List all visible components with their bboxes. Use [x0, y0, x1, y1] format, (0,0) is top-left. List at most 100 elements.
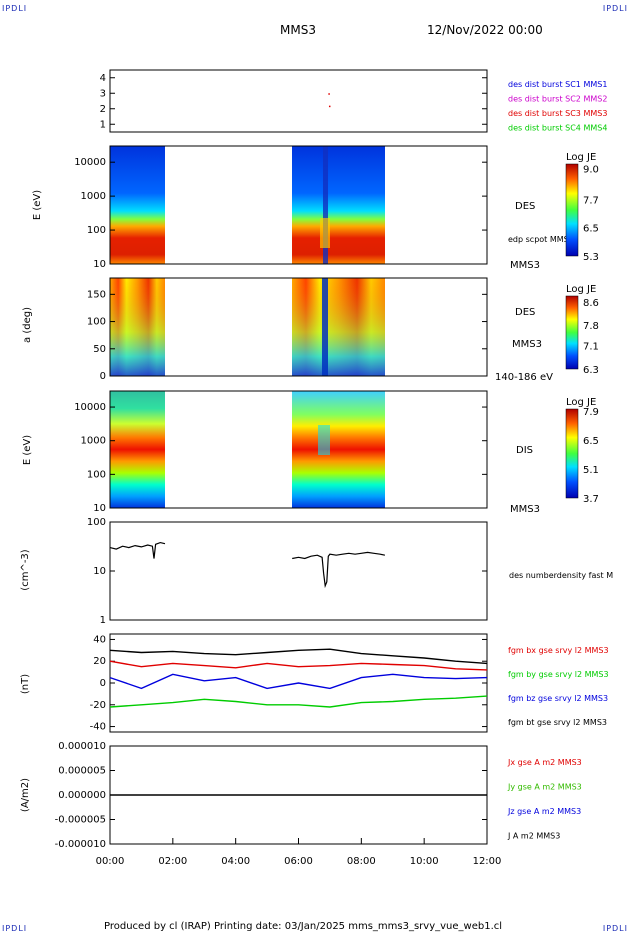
fgm-line-bz: [109, 673, 488, 690]
panel-dis-energy-frame: [109, 390, 488, 509]
dis-energy-colorbar-tick: 3.7: [583, 494, 599, 505]
des-pitch-label-des: DES: [515, 307, 535, 318]
fgm-legend-item: fgm bt gse srvy l2 MMS3: [508, 718, 607, 727]
density-tick-label: 1: [100, 615, 106, 626]
burst-tick-label: 1: [100, 119, 106, 130]
panel-density-frame: [109, 521, 488, 621]
des-pitch-dropout: [322, 278, 328, 376]
current-legend-item: J A m2 MMS3: [507, 832, 560, 841]
x-tick-label: 02:00: [158, 856, 187, 867]
density-tick-label: 10: [93, 566, 106, 577]
des-pitch-colorbar: [565, 295, 579, 370]
des-energy-label-des: DES: [515, 201, 535, 212]
corner-mark-bottom-right: IPDLI: [602, 924, 628, 933]
panel-des-pitch: 0 50 100 150 a (deg) DES MMS3 140-186 eV Lo…: [22, 277, 599, 383]
des-energy-colorbar-tick: 9.0: [583, 165, 599, 176]
current-legend-item: Jz gse A m2 MMS3: [507, 807, 581, 816]
des-pitch-label-energy: 140-186 eV: [495, 372, 553, 383]
corner-mark-top-right: IPDLI: [602, 4, 628, 13]
des-energy-colorbar-tick: 5.3: [583, 252, 599, 263]
dis-energy-colorbar-tick: 7.9: [583, 407, 599, 418]
des-pitch-colorbar-tick: 6.3: [583, 365, 599, 376]
des-energy-colorbar-tick: 6.5: [583, 224, 599, 235]
des-energy-tick-label: 100: [87, 225, 106, 236]
fgm-line-bt: [109, 648, 488, 665]
density-ylabel: (cm^-3): [20, 549, 31, 590]
dis-energy-colorbar-title: Log JE: [566, 397, 596, 408]
burst-point: [328, 93, 330, 95]
des-energy-colorbar-tick: 7.7: [583, 195, 599, 206]
dis-energy-y-axis: 10 100 1000 10000: [74, 402, 487, 514]
panel-des-energy: 10 100 1000 10000 E (eV) DES edp scpot MMS3…: [32, 145, 599, 271]
des-energy-colorbar: [565, 163, 579, 257]
fgm-y-axis: -40 -20 0 20 40: [90, 634, 487, 733]
des-pitch-tick-label: 0: [100, 371, 106, 382]
fgm-legend-item: fgm bz gse srvy l2 MMS3: [508, 694, 608, 703]
fgm-tick-label: 20: [93, 656, 106, 667]
current-tick-label: -0.000005: [55, 815, 106, 826]
des-pitch-colorbar-title: Log JE: [566, 284, 596, 295]
current-legend-item: Jx gse A m2 MMS3: [507, 758, 582, 767]
fgm-legend-item: fgm by gse srvy l2 MMS3: [508, 670, 609, 679]
dis-energy-tick-label: 10000: [74, 402, 106, 413]
current-tick-label: 0.000010: [58, 741, 106, 752]
des-pitch-colorbar-tick: 8.6: [583, 298, 599, 309]
density-line: [292, 551, 386, 589]
des-energy-dip: [320, 218, 330, 248]
dis-energy-colorbar-tick: 5.1: [583, 465, 599, 476]
corner-mark-bottom-left: IPDLI: [2, 924, 28, 933]
burst-legend-item: des dist burst SC3 MMS3: [508, 109, 607, 118]
current-ylabel: (A/m2): [20, 778, 31, 812]
des-energy-colorbar-ticks: 9.0 7.7 6.5 5.3: [583, 165, 599, 263]
burst-points: [328, 93, 331, 108]
x-tick-label: 10:00: [410, 856, 439, 867]
fgm-tick-label: 0: [100, 678, 106, 689]
x-tick-label: 08:00: [347, 856, 376, 867]
burst-y-axis: 1 2 3 4: [100, 73, 487, 130]
burst-tick-label: 3: [100, 88, 106, 99]
panel-current: -0.000010 -0.000005 0.000000 0.000005 0.0000…: [20, 741, 582, 867]
fgm-line-by: [109, 695, 488, 708]
des-energy-tick-label: 1000: [81, 191, 106, 202]
des-pitch-label-mms3: MMS3: [512, 339, 542, 350]
dis-energy-tick-label: 10: [93, 503, 106, 514]
des-pitch-colorbar-ticks: 8.6 7.8 7.1 6.3: [583, 298, 599, 376]
dis-energy-colorbar-tick: 6.5: [583, 436, 599, 447]
fgm-legend: fgm bx gse srvy l2 MMS3 fgm by gse srvy l…: [508, 646, 609, 727]
dis-energy-dip: [318, 425, 330, 455]
dis-energy-ylabel: E (eV): [22, 435, 33, 465]
panel-des-energy-frame: [109, 145, 488, 265]
des-energy-dropout: [323, 146, 328, 264]
des-pitch-colorbar-tick: 7.1: [583, 342, 599, 353]
panel-fgm: -40 -20 0 20 40 (nT) fgm bx gse srvy l2 MMS3…: [20, 633, 609, 733]
panel-burst-frame: [109, 69, 488, 133]
des-pitch-tick-label: 100: [87, 317, 106, 328]
fgm-line-bx: [109, 660, 488, 671]
density-y-axis: 1 10 100: [87, 517, 487, 626]
panel-des-pitch-frame: [109, 277, 488, 377]
corner-mark-top-left: IPDLI: [2, 4, 28, 13]
density-series: [109, 541, 386, 589]
burst-legend-item: des dist burst SC1 MMS1: [508, 80, 607, 89]
x-tick-label: 00:00: [96, 856, 125, 867]
dis-energy-tick-label: 100: [87, 469, 106, 480]
burst-point: [328, 105, 331, 108]
header-datetime: 12/Nov/2022 00:00: [427, 23, 543, 37]
des-pitch-y-axis: 0 50 100 150: [87, 289, 487, 382]
density-line: [109, 541, 166, 559]
fgm-tick-label: -40: [90, 722, 106, 733]
fgm-series: [109, 648, 488, 708]
dis-energy-block-1: [110, 391, 165, 508]
des-pitch-tick-label: 50: [93, 344, 106, 355]
des-pitch-tick-label: 150: [87, 289, 106, 300]
mission-title: MMS3: [280, 23, 316, 37]
panel-dis-energy: 10 100 1000 10000 E (eV) DIS MMS3 Log JE 7.…: [22, 390, 599, 515]
x-tick-label: 04:00: [221, 856, 250, 867]
burst-legend-item: des dist burst SC2 MMS2: [508, 95, 607, 104]
current-legend: Jx gse A m2 MMS3 Jy gse A m2 MMS3 Jz gse A…: [507, 758, 582, 841]
fgm-tick-label: 40: [93, 634, 106, 645]
dis-energy-block-2: [292, 391, 385, 508]
dis-energy-colorbar: [565, 408, 579, 499]
